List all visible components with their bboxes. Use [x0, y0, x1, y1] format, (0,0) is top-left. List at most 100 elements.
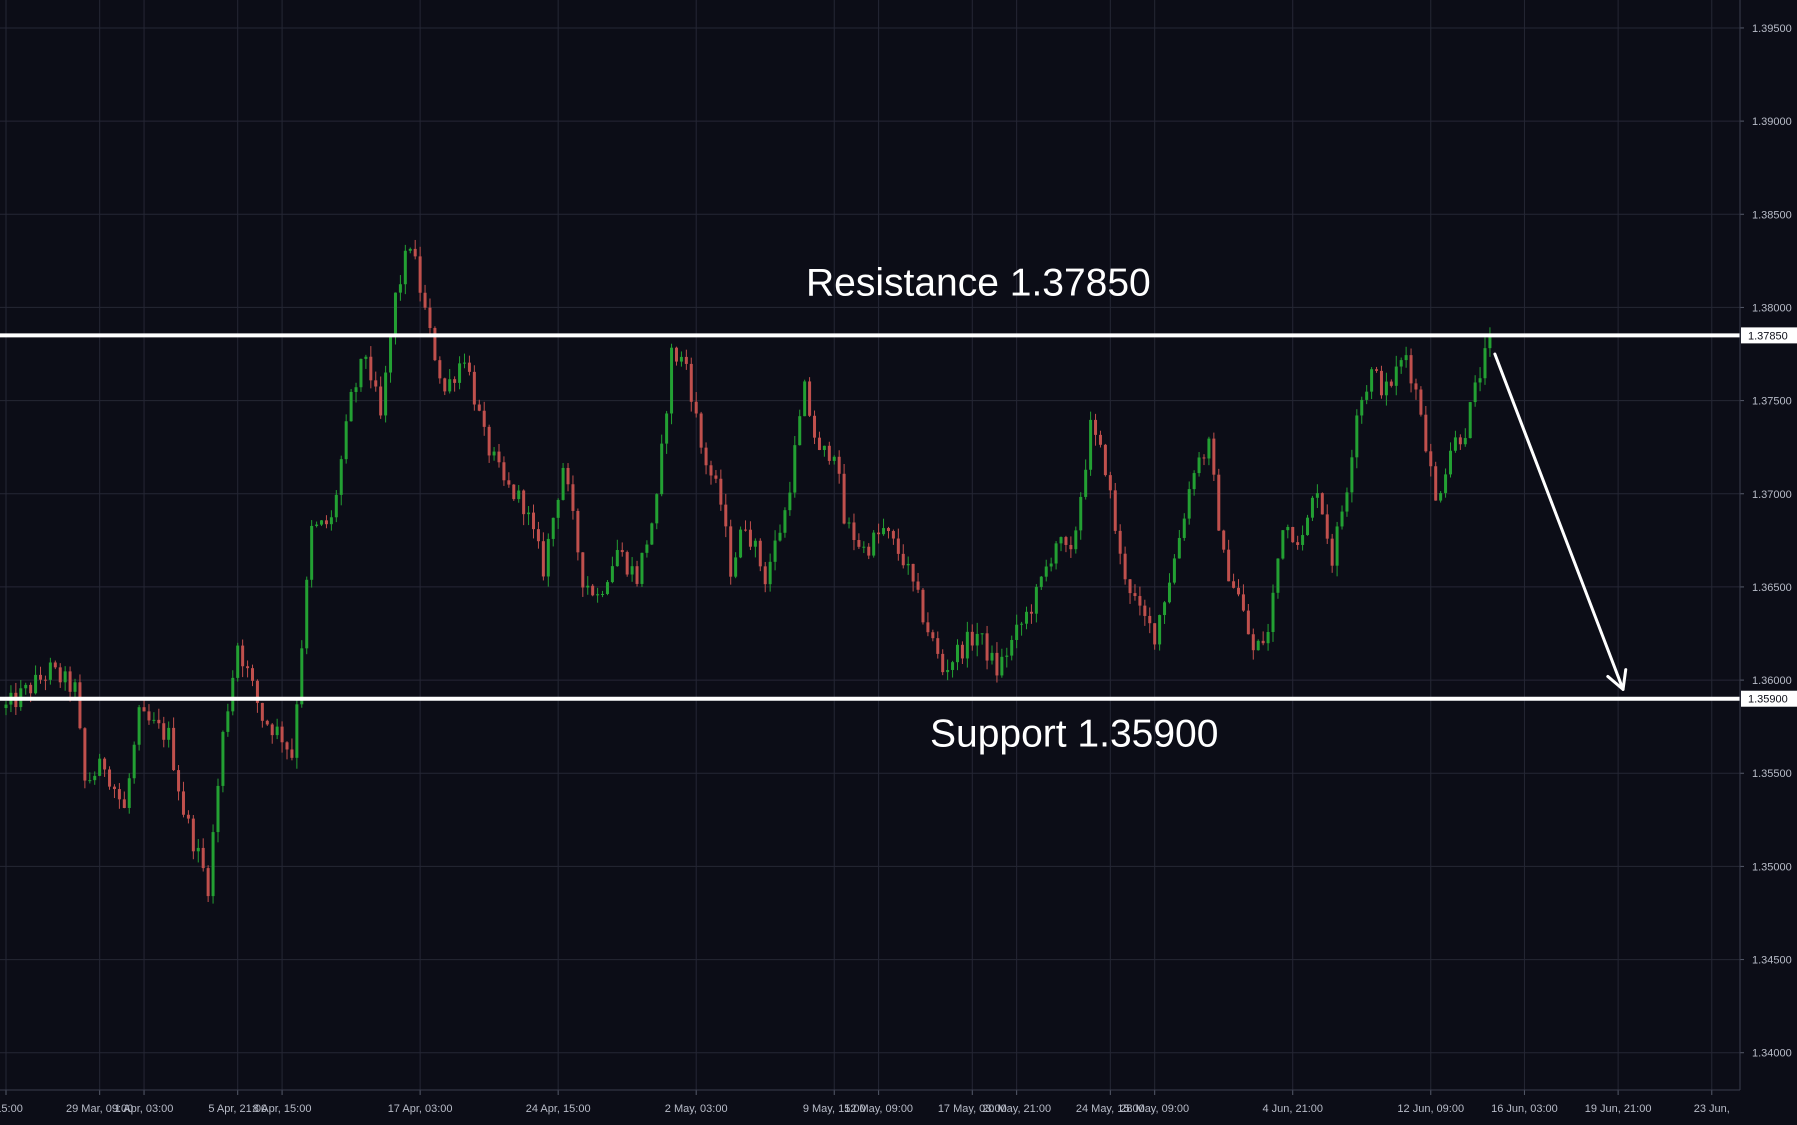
- candle-body: [29, 684, 33, 694]
- candle-body: [842, 473, 846, 524]
- candle-body: [827, 445, 831, 461]
- candle-body: [1113, 490, 1117, 531]
- candle-body: [571, 484, 575, 511]
- candle-body: [354, 387, 358, 392]
- candle-body: [78, 682, 82, 729]
- x-tick-label: 17 May, 03:00: [938, 1103, 1007, 1115]
- candle-body: [1444, 474, 1448, 494]
- x-tick-label: 12 May, 09:00: [844, 1103, 913, 1115]
- candle-body: [650, 523, 654, 545]
- candle-body: [1079, 496, 1083, 531]
- y-tick-label: 1.38500: [1752, 209, 1792, 221]
- candle-body: [68, 671, 72, 692]
- candle-body: [1276, 558, 1280, 593]
- price-axis[interactable]: 1.39500 1.39000 1.38500 1.38000 1.37500 1.370…: [1739, 0, 1792, 1090]
- y-tick-label: 1.34500: [1752, 955, 1792, 967]
- candle-body: [1365, 391, 1369, 400]
- candle-body: [729, 526, 733, 577]
- candle-body: [709, 465, 713, 476]
- y-tick-label: 1.35000: [1752, 861, 1792, 873]
- candle-body: [512, 484, 516, 500]
- candle-body: [172, 727, 176, 771]
- candle-body: [236, 645, 240, 678]
- candle-body: [1192, 473, 1196, 490]
- candle-body: [1355, 415, 1359, 458]
- candle-body: [462, 362, 466, 364]
- candle-body: [1094, 419, 1098, 435]
- candle-body: [975, 633, 979, 646]
- candle-body: [1448, 450, 1452, 475]
- candle-body: [1340, 511, 1344, 527]
- candle-body: [497, 451, 501, 463]
- candle-body: [251, 668, 254, 681]
- candle-body: [1064, 537, 1068, 545]
- candle-body: [1029, 611, 1033, 614]
- candle-body: [955, 644, 959, 663]
- candle-body: [290, 749, 294, 758]
- candle-body: [152, 719, 156, 721]
- support-price-badge-label: 1.35900: [1748, 694, 1788, 706]
- candle-body: [931, 632, 935, 639]
- candle-body: [43, 679, 47, 681]
- candle-body: [1212, 438, 1216, 475]
- candle-body: [1039, 576, 1043, 587]
- candle-body: [734, 557, 738, 577]
- candle-body: [1163, 602, 1167, 616]
- x-tick-label: 8 Apr, 15:00: [253, 1103, 312, 1115]
- candle-body: [758, 540, 762, 567]
- candle-body: [226, 711, 230, 732]
- candle-body: [393, 292, 397, 338]
- candle-body: [1488, 335, 1492, 349]
- candle-body: [808, 381, 812, 416]
- candle-body: [1478, 378, 1482, 383]
- candle-body: [53, 662, 57, 668]
- y-tick-label: 1.36500: [1752, 582, 1792, 594]
- candle-body: [1167, 582, 1171, 603]
- candle-body: [778, 532, 782, 541]
- y-tick-label: 1.36000: [1752, 675, 1792, 687]
- candle-body: [122, 799, 126, 808]
- candlestick-series: [4, 239, 1492, 904]
- candle-body: [921, 589, 925, 623]
- candle-body: [610, 566, 614, 583]
- candle-body: [724, 504, 728, 527]
- candle-body: [117, 789, 121, 800]
- candle-body: [280, 726, 284, 743]
- time-axis[interactable]: , 15:00 29 Mar, 09:001 Apr, 03:00 5 Apr, 2…: [0, 1089, 1740, 1115]
- candle-body: [24, 684, 28, 689]
- level-lines: 1.37850 Resistance 1.37850 1.35900 Support …: [0, 261, 1797, 756]
- resistance-price-badge-label: 1.37850: [1748, 330, 1788, 342]
- candle-body: [1172, 558, 1176, 583]
- candle-body: [408, 248, 412, 251]
- candle-body: [1296, 542, 1300, 545]
- candle-body: [1246, 610, 1250, 635]
- candle-body: [112, 786, 116, 790]
- candle-body: [413, 248, 417, 257]
- candle-body: [231, 677, 235, 712]
- candle-body: [1217, 474, 1221, 531]
- candle-body: [1483, 348, 1487, 379]
- candle-body: [443, 378, 447, 392]
- candle-body: [73, 682, 77, 692]
- candle-body: [773, 540, 777, 562]
- candle-body: [295, 704, 299, 758]
- x-tick-label: 19 Jun, 21:00: [1585, 1103, 1652, 1115]
- x-tick-label: 20 May, 21:00: [982, 1103, 1051, 1115]
- candle-body: [1148, 615, 1152, 624]
- candle-body: [645, 544, 649, 553]
- candle-body: [1424, 414, 1428, 452]
- candle-body: [364, 356, 368, 359]
- candle-body: [127, 778, 131, 808]
- candle-body: [167, 727, 171, 740]
- candle-body: [1153, 623, 1157, 645]
- candle-body: [191, 818, 195, 852]
- resistance-label: Resistance 1.37850: [806, 261, 1151, 304]
- candle-body: [793, 445, 797, 493]
- candle-body: [744, 529, 747, 531]
- candle-body: [1098, 434, 1102, 445]
- candle-body: [1315, 493, 1319, 498]
- candle-body: [1025, 611, 1029, 624]
- candle-body: [1345, 492, 1349, 512]
- candle-body: [428, 307, 432, 329]
